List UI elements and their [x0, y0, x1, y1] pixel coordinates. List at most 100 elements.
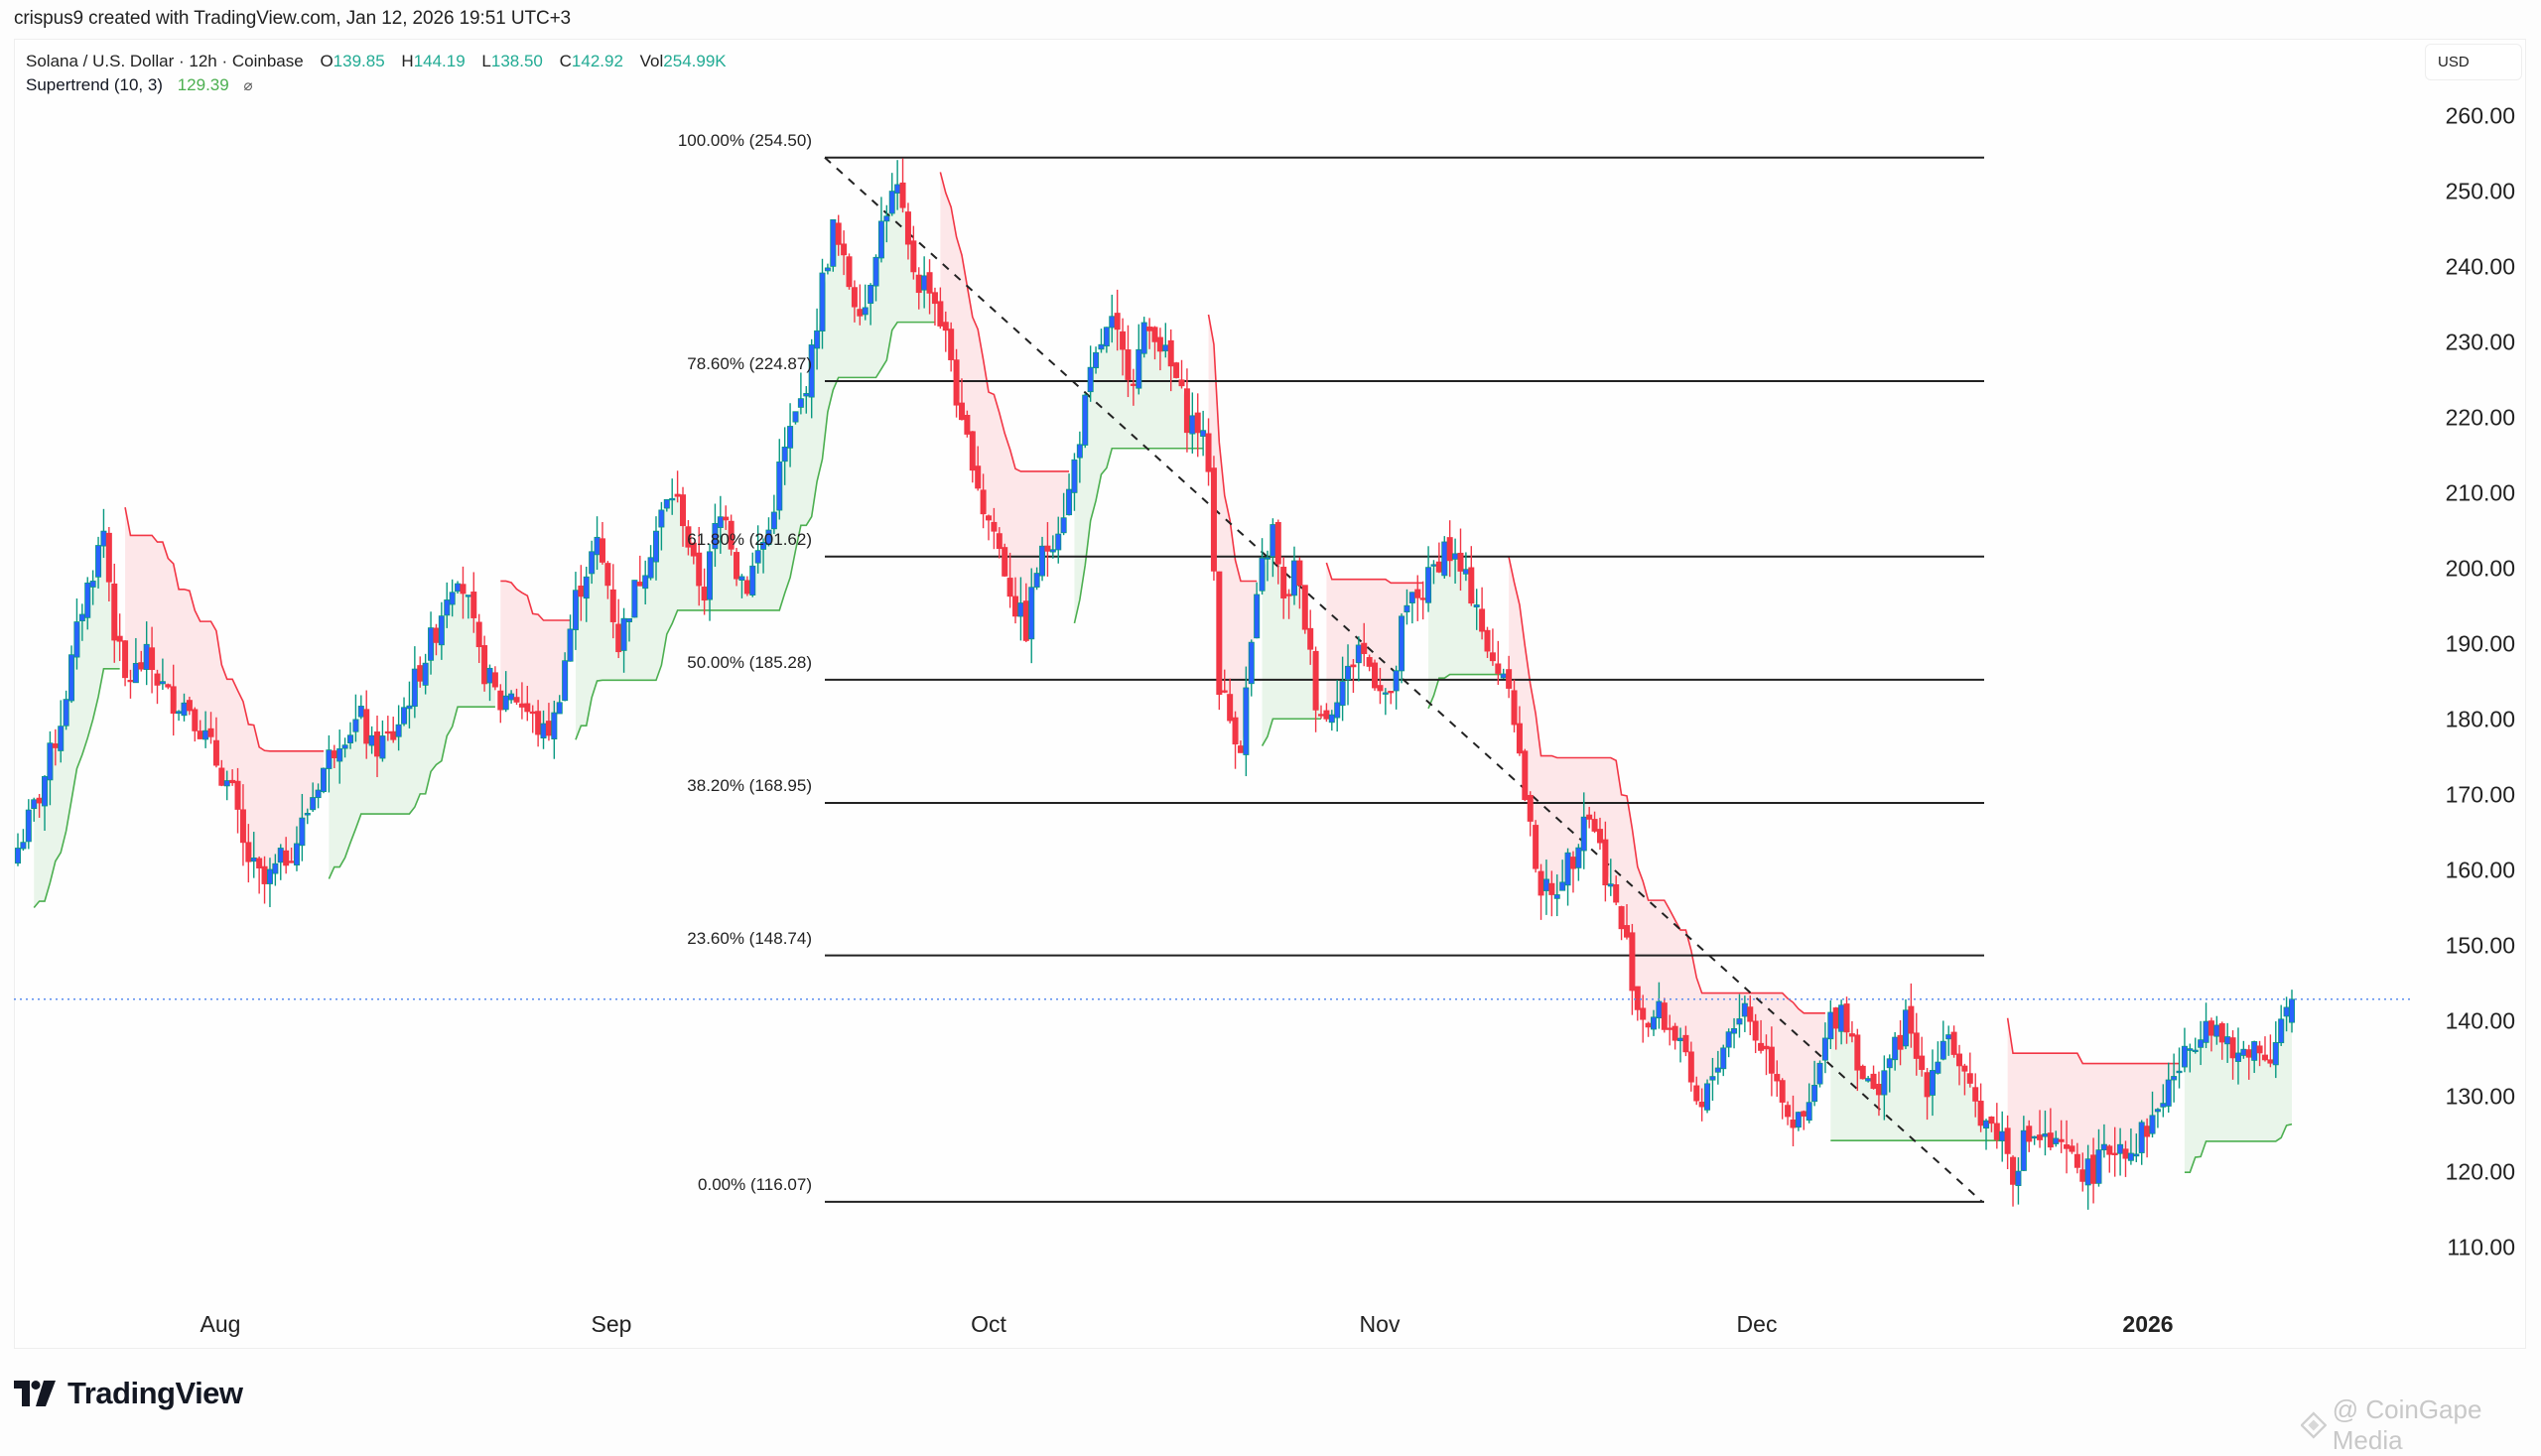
candle-up [1290, 560, 1297, 596]
candle-down [996, 533, 1003, 550]
candle-down [857, 309, 864, 317]
candle-up [1408, 592, 1415, 603]
candle-up [2020, 1129, 2027, 1171]
candle-up [819, 272, 826, 331]
candle-down [1296, 560, 1303, 586]
candle-down [1859, 1065, 1866, 1080]
candle-down [915, 274, 922, 294]
candle-down [1151, 327, 1158, 342]
candle-up [567, 628, 574, 662]
price-axis[interactable]: 260.00 250.00 240.00 230.00 220.00 210.00 200.… [2414, 0, 2525, 1350]
candle-up [1821, 1037, 1828, 1061]
symbol-title[interactable]: Solana / U.S. Dollar · 12h · Coinbase [26, 52, 304, 70]
candle-down [1484, 629, 1491, 652]
candle-up [1999, 1130, 2006, 1141]
candle-up [63, 699, 69, 727]
indicator-name[interactable]: Supertrend (10, 3) [26, 75, 163, 94]
candle-down [1125, 349, 1132, 380]
supertrend-fill [1830, 1017, 2003, 1141]
supertrend-fill [940, 172, 1070, 621]
candle-up [2127, 1152, 2134, 1161]
candle-up [132, 662, 139, 684]
candle-up [2181, 1045, 2188, 1068]
candle-down [170, 686, 177, 715]
candle-down [1156, 336, 1163, 352]
price-tick: 260.00 [2445, 102, 2515, 129]
candle-up [438, 615, 445, 646]
candle-up [14, 848, 21, 864]
candle-down [535, 711, 542, 735]
candle-up [84, 582, 91, 618]
candle-up [449, 592, 456, 605]
candle-up [1720, 1047, 1727, 1070]
candle-down [942, 322, 949, 331]
candle-up [2031, 1135, 2038, 1139]
tradingview-logo[interactable]: TradingView [14, 1376, 243, 1411]
candle-down [835, 222, 842, 245]
candle-down [1993, 1123, 2000, 1140]
candle-down [2037, 1134, 2044, 1140]
candle-down [2256, 1045, 2263, 1054]
candle-up [1055, 533, 1062, 551]
candle-down [2111, 1152, 2118, 1155]
candle-down [1758, 1042, 1765, 1051]
indicator-row[interactable]: Supertrend (10, 3) 129.39 ⌀ [26, 73, 727, 98]
candle-up [1462, 569, 1469, 575]
fib-level-label: 38.20% (168.95) [687, 775, 812, 795]
candle-up [712, 522, 719, 550]
candle-up [781, 446, 788, 463]
candle-up [663, 498, 670, 509]
candle-down [1173, 362, 1180, 378]
candle-up [341, 744, 348, 749]
candle-up [556, 702, 563, 715]
candle-up [1404, 604, 1410, 612]
candle-down [1237, 745, 1244, 753]
candle-up [625, 617, 632, 622]
candle-down [1495, 663, 1502, 674]
candle-up [395, 724, 402, 737]
candle-down [165, 684, 172, 688]
candle-up [921, 275, 928, 291]
chart-legend: Solana / U.S. Dollar · 12h · Coinbase O1… [26, 50, 727, 98]
time-tick: Dec [1736, 1311, 1778, 1337]
candle-down [985, 515, 992, 521]
candle-up [1049, 549, 1056, 553]
candle-down [578, 586, 585, 597]
price-tick: 190.00 [2445, 630, 2515, 657]
candle-down [1350, 664, 1357, 668]
candle-up [486, 667, 493, 684]
candle-up [2278, 1018, 2285, 1044]
candle-up [2234, 1052, 2241, 1062]
candle-up [1473, 604, 1480, 608]
candle-up [1500, 673, 1507, 679]
candle-up [1425, 567, 1432, 603]
supertrend-fill [1509, 557, 1825, 1125]
candle-up [562, 660, 569, 702]
candle-down [1924, 1072, 1931, 1098]
candle-up [1259, 557, 1266, 592]
candle-down [1661, 1002, 1668, 1030]
candle-up [776, 462, 783, 511]
candle-up [2138, 1122, 2145, 1153]
candle-down [1146, 327, 1153, 331]
currency-button[interactable]: USD [2425, 44, 2522, 80]
candle-down [1843, 1003, 1850, 1033]
candle-down [1672, 1025, 1678, 1041]
candle-down [475, 621, 482, 648]
candle-up [299, 817, 306, 847]
eye-off-icon[interactable]: ⌀ [243, 77, 253, 94]
candle-up [357, 706, 364, 718]
price-tick: 130.00 [2445, 1083, 2515, 1110]
candle-up [760, 541, 767, 550]
candle-up [455, 583, 462, 593]
candle-down [1790, 1120, 1797, 1128]
candle-up [58, 726, 65, 751]
time-tick: 2026 [2122, 1311, 2174, 1337]
candle-down [1972, 1087, 1979, 1102]
candle-up [266, 868, 273, 884]
supertrend-down-line [1207, 314, 1258, 583]
candle-down [2073, 1153, 2080, 1168]
candle-up [2042, 1133, 2049, 1137]
candle-down [1693, 1085, 1700, 1102]
